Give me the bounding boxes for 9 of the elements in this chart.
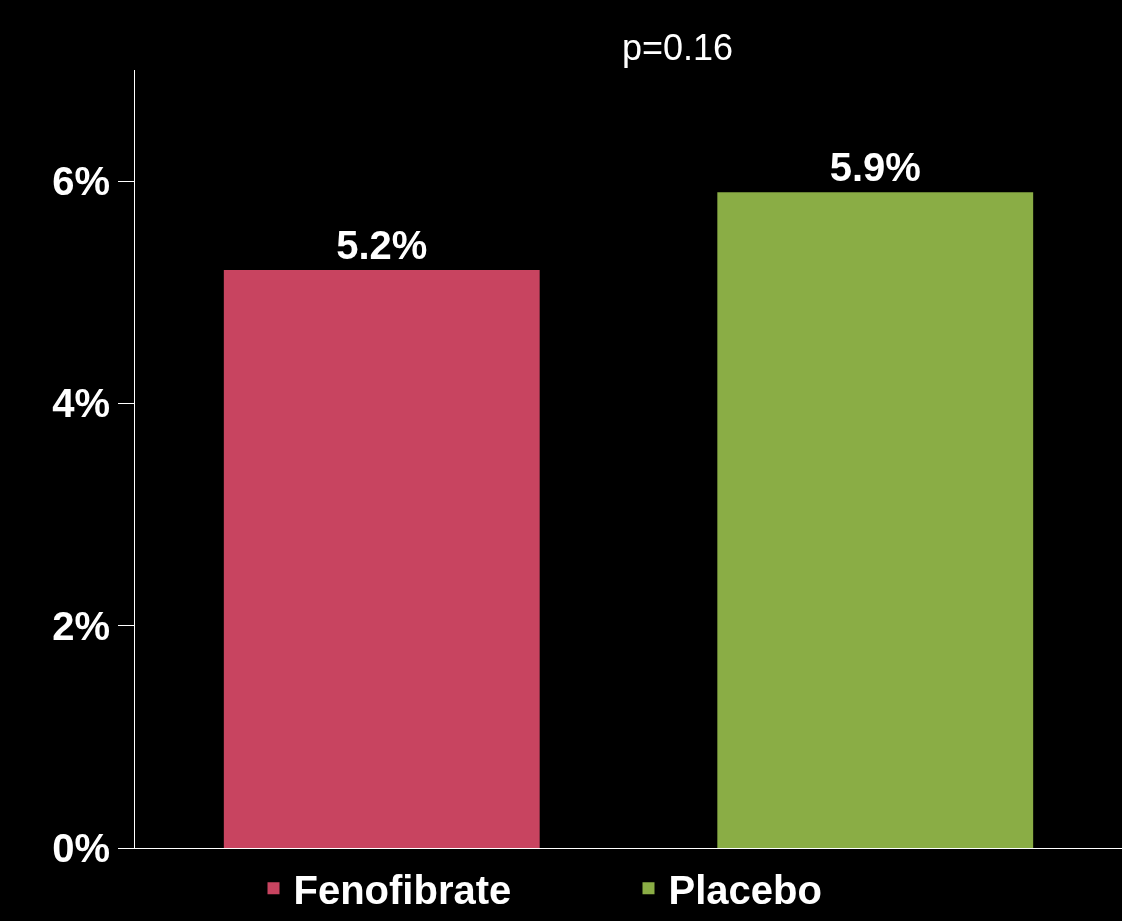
text: p=0.16 <box>622 27 734 68</box>
y-tick-label: 6% <box>52 159 110 204</box>
y-tick-label: 2% <box>52 603 110 648</box>
data-label: 5.9% <box>829 145 921 190</box>
y-tick-label: 0% <box>52 826 110 870</box>
legend-label: Fenofibrate <box>293 867 512 912</box>
data-label: 5.2% <box>336 223 428 268</box>
y-tick-label: 4% <box>52 381 110 426</box>
legend-label: Placebo <box>668 867 822 912</box>
